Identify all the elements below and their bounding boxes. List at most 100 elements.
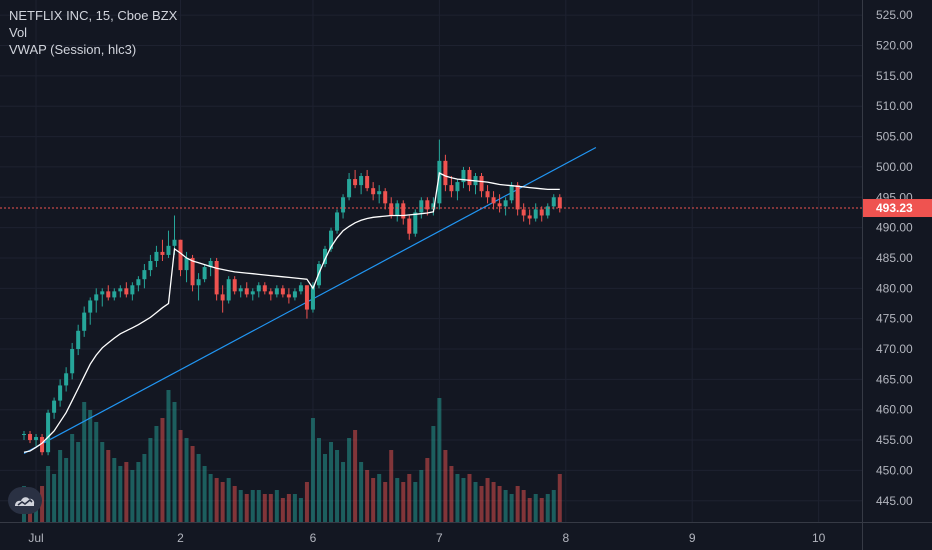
candle-body[interactable] (557, 197, 562, 209)
candle-body[interactable] (377, 191, 382, 195)
candle-body[interactable] (130, 285, 135, 295)
candle-body[interactable] (154, 251, 159, 261)
candle-body[interactable] (407, 218, 412, 234)
candle-body[interactable] (292, 291, 297, 298)
candle-body[interactable] (160, 251, 165, 255)
candle-body[interactable] (341, 197, 346, 213)
candle-body[interactable] (329, 230, 334, 249)
candle-body[interactable] (401, 203, 406, 219)
candle-body[interactable] (40, 437, 45, 453)
candle-body[interactable] (76, 330, 81, 350)
candle-body[interactable] (467, 169, 472, 186)
candle-body[interactable] (515, 185, 520, 210)
candle-body[interactable] (437, 160, 442, 204)
candle-body[interactable] (353, 179, 358, 186)
candle-body[interactable] (455, 182, 460, 192)
candle-body[interactable] (118, 288, 123, 292)
candle-body[interactable] (82, 312, 87, 331)
candle-body[interactable] (359, 176, 364, 186)
candle-body[interactable] (545, 206, 550, 216)
candle-body[interactable] (419, 200, 424, 213)
candle-body[interactable] (262, 285, 267, 292)
volume-bar (292, 494, 297, 522)
candle-body[interactable] (202, 267, 207, 280)
candle-body[interactable] (46, 412, 51, 453)
candle-body[interactable] (220, 294, 225, 301)
candle-body[interactable] (443, 160, 448, 186)
candle-body[interactable] (497, 203, 502, 207)
volume-bar (238, 490, 243, 522)
candle-body[interactable] (256, 285, 261, 292)
candle-body[interactable] (335, 212, 340, 231)
candle-body[interactable] (208, 261, 213, 268)
candle-body[interactable] (58, 385, 63, 401)
candle-body[interactable] (527, 215, 532, 219)
candle-body[interactable] (226, 279, 231, 301)
candle-body[interactable] (521, 209, 526, 216)
candle-body[interactable] (298, 285, 303, 292)
candle-body[interactable] (479, 176, 484, 192)
candle-body[interactable] (166, 245, 171, 255)
candle-body[interactable] (28, 433, 33, 441)
vwap-line[interactable] (23, 172, 560, 453)
candle-body[interactable] (172, 239, 177, 246)
candle-body[interactable] (491, 197, 496, 204)
candle-body[interactable] (94, 294, 99, 301)
candle-body[interactable] (461, 169, 466, 183)
candle-body[interactable] (347, 179, 352, 198)
candle-body[interactable] (503, 200, 508, 207)
candle-body[interactable] (425, 200, 430, 210)
candle-body[interactable] (413, 212, 418, 234)
candle-body[interactable] (178, 239, 183, 271)
candle-body[interactable] (485, 191, 490, 198)
candle-body[interactable] (34, 437, 39, 441)
candle-body[interactable] (88, 300, 93, 313)
candle-body[interactable] (100, 291, 105, 295)
candle-body[interactable] (310, 285, 315, 310)
volume-indicator-label[interactable]: Vol (9, 25, 28, 40)
candle-body[interactable] (244, 288, 249, 295)
candle-body[interactable] (365, 176, 370, 189)
candle-body[interactable] (304, 285, 309, 310)
vwap-indicator-label[interactable]: VWAP (Session, hlc3) (9, 42, 137, 57)
candle-body[interactable] (280, 288, 285, 295)
volume-bar (286, 494, 291, 522)
candle-body[interactable] (449, 185, 454, 192)
candle-body[interactable] (274, 288, 279, 295)
candle-body[interactable] (124, 288, 129, 295)
candle-body[interactable] (214, 261, 219, 295)
candle-body[interactable] (136, 279, 141, 286)
candle-body[interactable] (190, 257, 195, 286)
trendline[interactable] (23, 146, 597, 454)
candle-body[interactable] (395, 203, 400, 216)
candle-body[interactable] (250, 291, 255, 295)
candle-body[interactable] (539, 209, 544, 216)
candle-body[interactable] (389, 203, 394, 216)
candle-body[interactable] (533, 209, 538, 219)
candle-body[interactable] (142, 270, 147, 280)
candle-body[interactable] (371, 188, 376, 195)
tradingview-cloud-icon[interactable] (8, 487, 42, 514)
candle-body[interactable] (196, 279, 201, 286)
candle-body[interactable] (184, 257, 189, 271)
volume-bar (154, 426, 159, 522)
candle-body[interactable] (232, 279, 237, 292)
candle-body[interactable] (551, 197, 556, 207)
candle-body[interactable] (148, 261, 153, 271)
candle-body[interactable] (22, 433, 26, 435)
candle-body[interactable] (268, 291, 273, 295)
candle-body[interactable] (323, 248, 327, 265)
candle-body[interactable] (509, 185, 514, 201)
candle-body[interactable] (106, 291, 111, 298)
candle-body[interactable] (286, 294, 291, 298)
candle-body[interactable] (112, 291, 117, 298)
candle-body[interactable] (70, 349, 75, 374)
price-tick-label: 465.00 (876, 372, 913, 386)
candle-body[interactable] (383, 191, 388, 204)
symbol-title[interactable]: NETFLIX INC, 15, Cboe BZX (9, 8, 178, 23)
candle-body[interactable] (238, 288, 243, 292)
candle-body[interactable] (431, 203, 436, 210)
candle-body[interactable] (52, 400, 57, 413)
candle-body[interactable] (64, 373, 69, 386)
